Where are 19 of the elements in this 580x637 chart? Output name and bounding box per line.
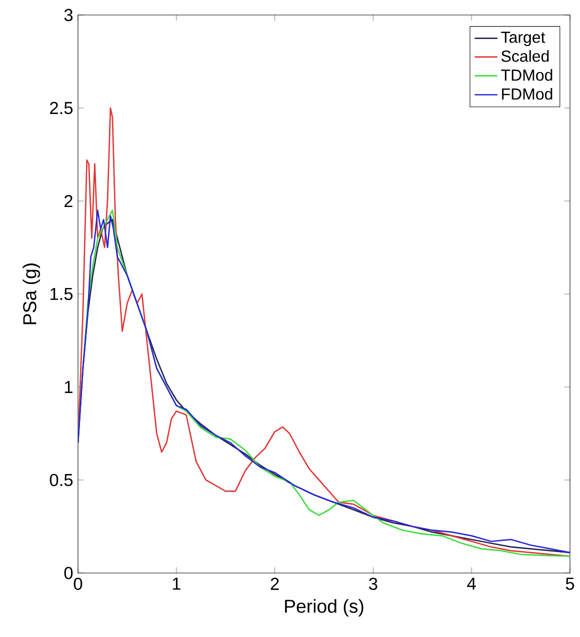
y-tick-label: 2.5 — [50, 102, 73, 114]
x-tick-label: 4 — [467, 578, 476, 590]
y-tick-label: 3 — [64, 8, 73, 22]
y-tick-label: 2 — [64, 194, 72, 208]
x-tick-label: 1 — [172, 578, 180, 590]
legend-label: TDMod — [501, 69, 552, 81]
x-tick-label: 0 — [74, 578, 82, 590]
y-tick-label: 1 — [64, 381, 72, 393]
legend-label: Scaled — [501, 50, 549, 62]
y-tick-label: 1.5 — [50, 288, 73, 300]
legend-label: Target — [501, 32, 546, 46]
x-tick-label: 2 — [270, 578, 279, 590]
y-tick-label: 0.5 — [50, 474, 73, 486]
y-tick-label: 0 — [64, 566, 73, 580]
x-axis-title: Period (s) — [285, 599, 364, 617]
x-tick-label: 5 — [566, 578, 574, 590]
y-axis-title: PSa (g) — [22, 264, 40, 324]
x-tick-label: 3 — [369, 578, 378, 590]
legend-label: FDMod — [502, 88, 552, 100]
